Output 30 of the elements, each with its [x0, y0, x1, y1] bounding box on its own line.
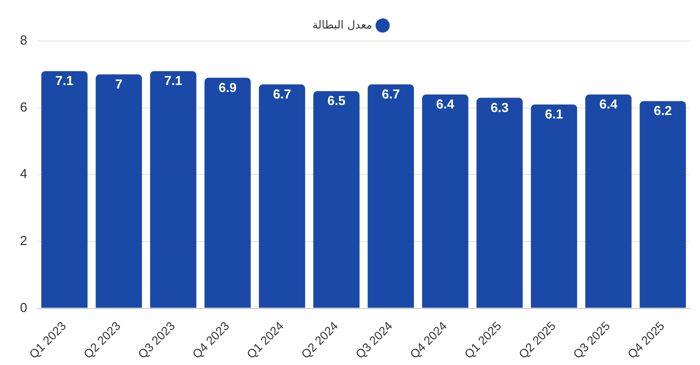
- data-label: 6.4: [436, 96, 456, 112]
- data-label: 6.9: [218, 80, 237, 95]
- y-tick-label: 0: [20, 300, 28, 315]
- y-tick-label: 6: [20, 99, 28, 114]
- bar: [640, 101, 686, 308]
- y-tick-label: 8: [20, 32, 28, 48]
- bar: [313, 91, 360, 308]
- data-label: 7: [115, 76, 122, 92]
- data-label: 6.7: [272, 86, 292, 102]
- data-label: 7.1: [164, 73, 182, 88]
- bar: [530, 104, 578, 308]
- data-label: 7.1: [55, 73, 74, 88]
- bar: [258, 84, 306, 308]
- bar: [150, 71, 196, 308]
- data-label: 6.5: [327, 93, 346, 108]
- bar: [476, 98, 523, 308]
- data-label: 6.3: [490, 100, 509, 115]
- bar: [368, 84, 414, 308]
- data-label: 6.4: [599, 96, 618, 112]
- bar: [422, 94, 468, 308]
- bar: [41, 71, 88, 308]
- y-tick-label: 4: [20, 166, 28, 182]
- data-label: 6.2: [654, 103, 672, 118]
- bar: [204, 78, 251, 308]
- legend-label: معدل البطالة: [312, 18, 372, 32]
- bar: [585, 94, 632, 308]
- y-tick-label: 2: [20, 233, 28, 248]
- bar: [96, 74, 142, 308]
- data-label: 6.7: [382, 86, 400, 102]
- data-label: 6.1: [544, 106, 564, 122]
